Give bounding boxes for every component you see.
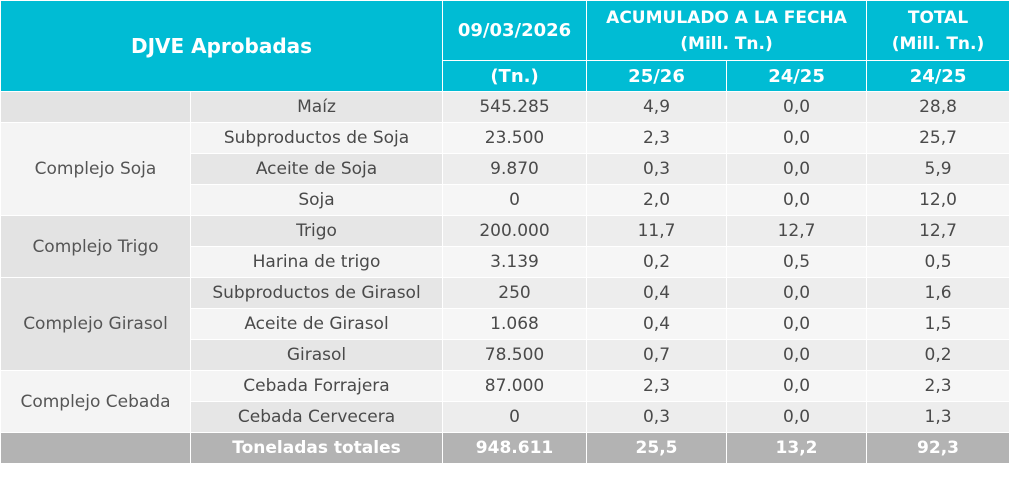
table-row: Harina de trigo 3.139 0,2 0,5 0,5 [1, 246, 1011, 278]
row-group: Complejo Soja [0, 122, 191, 216]
row-acc-2425: 0,0 [726, 122, 868, 154]
row-product: Subproductos de Soja [189, 122, 444, 154]
header-date: 09/03/2026 [442, 0, 588, 62]
header-accumulated-unit: (Mill. Tn.) [680, 33, 773, 54]
totals-acc-2526: 25,5 [586, 432, 728, 464]
row-acc-2425: 0,0 [726, 91, 868, 123]
totals-total-2425: 92,3 [866, 432, 1011, 464]
header-total-label: TOTAL [907, 7, 969, 28]
row-tn: 1.068 [442, 308, 588, 340]
row-acc-2526: 0,2 [586, 246, 728, 278]
row-total-2425: 2,3 [866, 370, 1011, 402]
row-tn: 0 [442, 184, 588, 216]
row-acc-2526: 11,7 [586, 215, 728, 247]
totals-empty [0, 432, 191, 464]
table-title: DJVE Aprobadas [0, 0, 444, 92]
row-total-2425: 1,5 [866, 308, 1011, 340]
djve-table: DJVE Aprobadas 09/03/2026 ACUMULADO A LA… [0, 0, 1011, 464]
row-tn: 0 [442, 401, 588, 433]
row-product: Harina de trigo [189, 246, 444, 278]
row-total-2425: 1,3 [866, 401, 1011, 433]
row-acc-2526: 2,3 [586, 122, 728, 154]
row-acc-2425: 0,0 [726, 277, 868, 309]
table-row: Complejo Girasol Subproductos de Girasol… [0, 277, 1011, 371]
row-acc-2425: 0,5 [726, 246, 868, 278]
row-acc-2526: 2,0 [586, 184, 728, 216]
row-group: Complejo Cebada [0, 370, 191, 433]
row-tn: 78.500 [442, 339, 588, 371]
row-acc-2425: 12,7 [726, 215, 868, 247]
table-row: Complejo Soja Subproductos de Soja 23.50… [0, 122, 1011, 216]
row-product: Aceite de Girasol [189, 308, 444, 340]
row-product: Cebada Forrajera [189, 370, 444, 402]
row-acc-2425: 0,0 [726, 370, 868, 402]
row-total-2425: 28,8 [866, 91, 1011, 123]
row-product: Girasol [189, 339, 444, 371]
row-product: Aceite de Soja [189, 153, 444, 185]
table-row: Girasol 78.500 0,7 0,0 0,2 [1, 339, 1011, 371]
header-col-2526: 25/26 [586, 60, 728, 92]
row-product: Cebada Cervecera [189, 401, 444, 433]
row-group-empty [0, 91, 191, 123]
row-total-2425: 5,9 [866, 153, 1011, 185]
table-row: Complejo Trigo Trigo 200.000 11,7 12,7 1… [0, 215, 1011, 278]
totals-tn: 948.611 [442, 432, 588, 464]
table-row: Aceite de Soja 9.870 0,3 0,0 5,9 [1, 153, 1011, 185]
row-total-2425: 1,6 [866, 277, 1011, 309]
row-product: Subproductos de Girasol [189, 277, 444, 309]
row-total-2425: 12,7 [866, 215, 1011, 247]
header-total: TOTAL (Mill. Tn.) [866, 0, 1011, 62]
header-total-col-2425: 24/25 [866, 60, 1011, 92]
row-tn: 200.000 [442, 215, 588, 247]
header-accumulated: ACUMULADO A LA FECHA (Mill. Tn.) [586, 0, 868, 62]
row-acc-2425: 0,0 [726, 339, 868, 371]
header-date-unit: (Tn.) [442, 60, 588, 92]
header-col-2425: 24/25 [726, 60, 868, 92]
totals-acc-2425: 13,2 [726, 432, 868, 464]
row-tn: 3.139 [442, 246, 588, 278]
table-row: Complejo Cebada Cebada Forrajera 87.000 … [0, 370, 1011, 433]
row-acc-2526: 4,9 [586, 91, 728, 123]
header-accumulated-label: ACUMULADO A LA FECHA [606, 7, 847, 28]
totals-label: Toneladas totales [189, 432, 444, 464]
row-acc-2526: 0,4 [586, 308, 728, 340]
row-group: Complejo Girasol [0, 277, 191, 371]
row-tn: 9.870 [442, 153, 588, 185]
row-acc-2526: 0,3 [586, 401, 728, 433]
row-tn: 87.000 [442, 370, 588, 402]
row-total-2425: 12,0 [866, 184, 1011, 216]
row-acc-2425: 0,0 [726, 153, 868, 185]
row-acc-2526: 0,4 [586, 277, 728, 309]
row-tn: 545.285 [442, 91, 588, 123]
row-total-2425: 25,7 [866, 122, 1011, 154]
row-total-2425: 0,2 [866, 339, 1011, 371]
table-row: Soja 0 2,0 0,0 12,0 [1, 184, 1011, 216]
row-product: Soja [189, 184, 444, 216]
row-product: Trigo [189, 215, 444, 247]
row-tn: 23.500 [442, 122, 588, 154]
table-row: Maíz 545.285 4,9 0,0 28,8 [0, 91, 1011, 123]
row-acc-2526: 0,7 [586, 339, 728, 371]
row-acc-2425: 0,0 [726, 308, 868, 340]
row-acc-2526: 2,3 [586, 370, 728, 402]
row-product: Maíz [189, 91, 444, 123]
row-acc-2425: 0,0 [726, 184, 868, 216]
row-total-2425: 0,5 [866, 246, 1011, 278]
totals-row: Toneladas totales 948.611 25,5 13,2 92,3 [0, 432, 1011, 464]
row-acc-2526: 0,3 [586, 153, 728, 185]
row-group: Complejo Trigo [0, 215, 191, 278]
row-tn: 250 [442, 277, 588, 309]
header-total-unit: (Mill. Tn.) [891, 33, 985, 54]
table-row: Cebada Cervecera 0 0,3 0,0 1,3 [1, 401, 1011, 433]
row-acc-2425: 0,0 [726, 401, 868, 433]
